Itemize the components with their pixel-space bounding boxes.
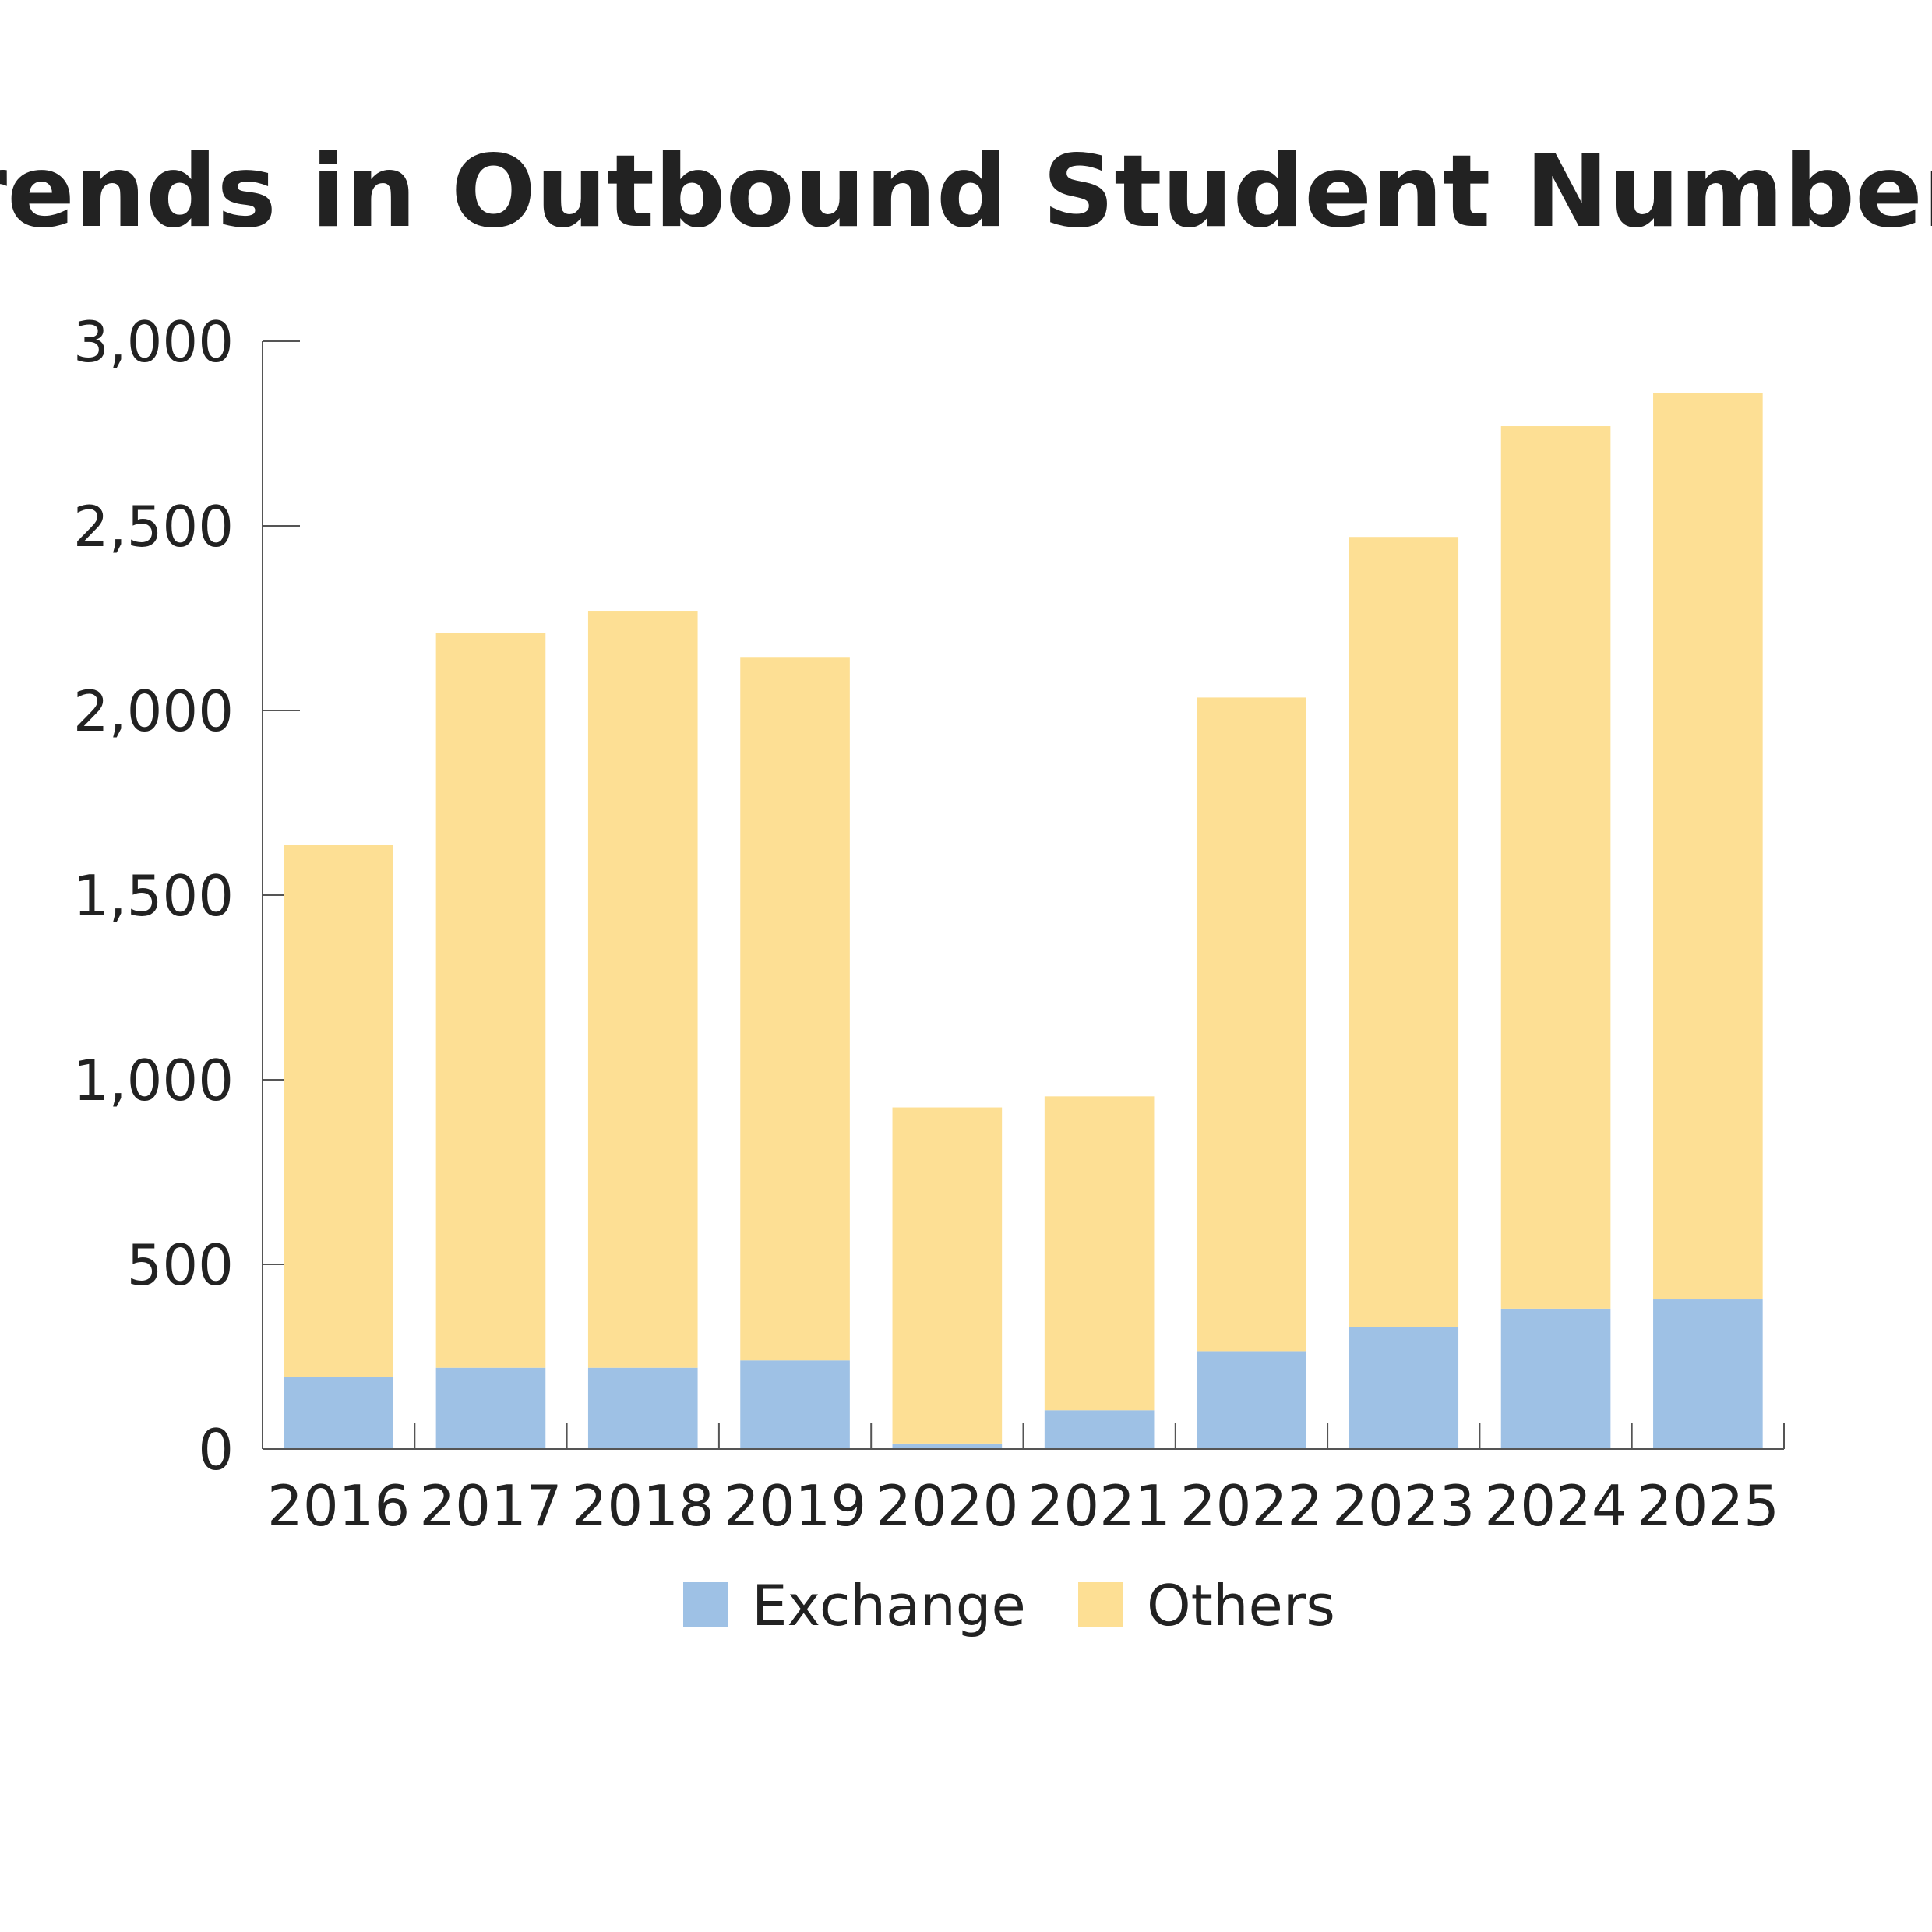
x-tick-label: 2016 [267, 1473, 410, 1539]
legend-swatch-exchange [683, 1582, 728, 1627]
y-tick-label: 0 [198, 1417, 234, 1482]
bars [284, 393, 1763, 1449]
x-tick-label: 2024 [1484, 1473, 1627, 1539]
legend-swatch-others [1078, 1582, 1123, 1627]
x-tick-label: 2023 [1332, 1473, 1475, 1539]
x-axis: 2016 2017 2018 2019 2020 2021 2022 2023 2024 2025 [262, 1423, 1785, 1539]
legend: Exchange Others [683, 1573, 1335, 1638]
x-tick-label: 2022 [1180, 1473, 1323, 1539]
bar-exchange-2016 [284, 1377, 393, 1449]
x-tick-label: 2025 [1637, 1473, 1779, 1539]
bar-exchange-2020 [892, 1443, 1003, 1449]
bar-others-2024 [1500, 426, 1611, 1309]
y-axis: 0 500 1,000 1,500 2,000 2,500 3,000 [73, 309, 300, 1482]
x-tick-label: 2021 [1028, 1473, 1171, 1539]
x-tick-label: 2018 [572, 1473, 714, 1539]
y-tick-label: 3,000 [73, 309, 234, 375]
bar-exchange-2021 [1044, 1410, 1155, 1449]
y-tick-label: 1,500 [73, 863, 234, 929]
bar-others-2023 [1349, 537, 1459, 1327]
bar-exchange-2019 [740, 1360, 850, 1449]
bar-exchange-2024 [1500, 1308, 1611, 1449]
y-tick-label: 500 [127, 1232, 234, 1298]
x-tick-label: 2019 [724, 1473, 866, 1539]
x-tick-label: 2017 [419, 1473, 562, 1539]
chart-title: Trends in Outbound Student Numbers [0, 134, 1932, 250]
legend-label-exchange: Exchange [752, 1573, 1026, 1638]
bar-exchange-2025 [1653, 1299, 1763, 1449]
bar-others-2022 [1197, 697, 1306, 1352]
y-tick-label: 2,000 [73, 679, 234, 744]
bar-exchange-2018 [587, 1367, 698, 1449]
bar-others-2021 [1044, 1096, 1155, 1411]
bar-others-2017 [435, 633, 546, 1368]
bar-others-2016 [284, 845, 393, 1377]
bar-exchange-2022 [1197, 1351, 1306, 1449]
bar-others-2020 [892, 1107, 1003, 1444]
bar-others-2018 [587, 611, 698, 1368]
y-tick-label: 2,500 [73, 494, 234, 559]
bar-others-2025 [1653, 393, 1763, 1300]
bar-exchange-2023 [1349, 1327, 1459, 1449]
bar-others-2019 [740, 657, 850, 1361]
x-tick-label: 2020 [876, 1473, 1018, 1539]
y-tick-label: 1,000 [73, 1048, 234, 1113]
bar-exchange-2017 [435, 1367, 546, 1449]
legend-label-others: Others [1147, 1573, 1335, 1638]
